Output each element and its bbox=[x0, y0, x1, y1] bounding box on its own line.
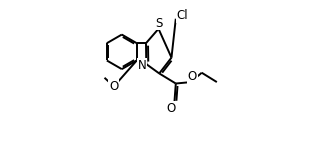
Text: Cl: Cl bbox=[177, 9, 188, 22]
Text: N: N bbox=[138, 59, 146, 72]
Text: O: O bbox=[188, 70, 197, 83]
Text: S: S bbox=[155, 17, 162, 30]
Text: O: O bbox=[167, 102, 176, 115]
Text: O: O bbox=[109, 80, 118, 93]
